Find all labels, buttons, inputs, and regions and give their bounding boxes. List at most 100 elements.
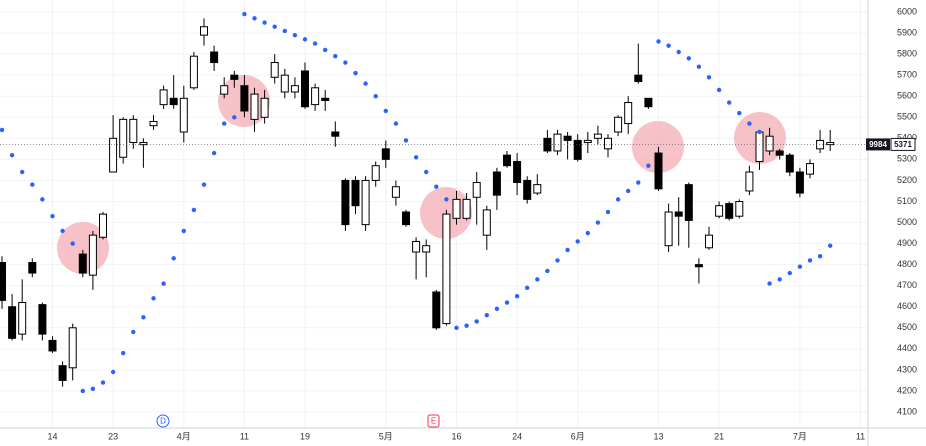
y-tick-label: 4600	[897, 301, 917, 311]
sar-dot	[716, 87, 722, 93]
sar-dot	[615, 197, 621, 202]
sar-dot	[30, 182, 35, 187]
sar-dot	[9, 152, 15, 158]
x-tick-label: 24	[512, 431, 522, 441]
sar-dot	[90, 386, 96, 392]
sar-dot	[60, 228, 65, 234]
sar-dot	[747, 121, 752, 126]
candle-body	[88, 234, 97, 276]
candle-body	[119, 118, 128, 158]
sar-dot	[545, 268, 550, 274]
sar-dot	[141, 315, 146, 320]
candle-body	[109, 137, 118, 173]
x-tick-label: 6月	[571, 431, 585, 441]
sar-dot	[797, 264, 803, 269]
sar-dot	[656, 39, 661, 44]
sar-dot	[403, 138, 409, 143]
sar-dot	[100, 380, 106, 385]
x-tick-label: 4月	[177, 431, 191, 441]
candle-body	[250, 93, 259, 120]
sar-dot	[171, 256, 176, 261]
sar-dot	[666, 43, 671, 48]
candle-body	[573, 139, 582, 160]
candle-body	[765, 135, 774, 152]
event-label: E	[431, 417, 436, 426]
candle-body	[472, 182, 481, 198]
sar-dot	[676, 49, 681, 55]
sar-dot	[535, 277, 540, 282]
sar-dot	[757, 129, 762, 135]
sar-dot	[353, 70, 358, 76]
sar-dot	[494, 306, 500, 312]
candle-body	[604, 137, 612, 150]
candle-body	[745, 171, 754, 192]
event-label: D	[160, 417, 166, 426]
candle-body	[452, 198, 461, 219]
sar-dot	[585, 230, 590, 236]
candle-body	[634, 74, 643, 82]
candle-body	[725, 203, 734, 219]
y-tick-label: 4300	[897, 364, 917, 374]
y-tick-label: 4400	[897, 343, 917, 353]
sar-dot	[555, 258, 560, 263]
sar-dot	[151, 296, 156, 301]
sar-dot	[817, 254, 823, 259]
grid	[0, 0, 868, 428]
event-d[interactable]: D	[156, 414, 170, 428]
sar-dot	[706, 75, 712, 80]
candle-body	[8, 306, 17, 339]
event-e[interactable]: E	[427, 414, 440, 428]
sar-dot	[323, 47, 328, 53]
sar-dot	[201, 182, 207, 187]
sar-dot	[696, 64, 702, 69]
candle-body	[361, 179, 370, 226]
sar-dot	[131, 329, 136, 335]
sar-dot	[646, 163, 651, 168]
sar-dot	[232, 115, 237, 120]
candle-body	[28, 262, 37, 274]
candle-body	[48, 339, 57, 352]
sar-dot	[595, 220, 601, 225]
candle-body	[482, 209, 491, 236]
sar-dot	[514, 294, 520, 299]
sar-dot	[110, 369, 116, 375]
y-tick-label: 5600	[897, 91, 917, 101]
sar-dot	[373, 94, 378, 99]
candle-body	[694, 264, 703, 268]
candle-body	[412, 240, 421, 253]
y-tick-label: 4500	[897, 322, 917, 332]
candle-body	[371, 165, 380, 181]
candle-body	[311, 87, 320, 106]
candle-body	[705, 234, 713, 249]
y-tick-label: 5700	[897, 70, 917, 80]
y-tick-label: 5200	[897, 175, 917, 185]
candle-body	[341, 179, 350, 226]
event-marker	[427, 414, 440, 428]
sar-dot	[252, 16, 257, 21]
sar-dot	[454, 325, 459, 330]
sar-dot	[242, 11, 247, 17]
event-marker	[156, 414, 170, 428]
y-tick-label: 5500	[897, 112, 917, 122]
candle-body	[301, 70, 309, 108]
sar-dot	[282, 28, 287, 34]
sar-dot	[302, 37, 308, 42]
candle-body	[270, 62, 279, 78]
sar-dot	[80, 388, 86, 394]
candle-body	[351, 179, 360, 207]
sar-dot	[464, 323, 469, 328]
candle-body	[795, 171, 804, 194]
sar-dot	[20, 169, 25, 175]
candle-body	[402, 211, 410, 226]
y-tick-label: 4800	[897, 259, 917, 269]
candle-body	[583, 139, 592, 144]
candle-body	[755, 131, 764, 162]
sar-dot	[727, 100, 732, 105]
sar-dot	[393, 121, 399, 126]
candle-body	[674, 211, 683, 217]
sar-dot	[211, 150, 217, 156]
candle-body	[159, 89, 168, 106]
y-tick-label: 4100	[897, 406, 917, 416]
candle-body	[169, 97, 178, 106]
